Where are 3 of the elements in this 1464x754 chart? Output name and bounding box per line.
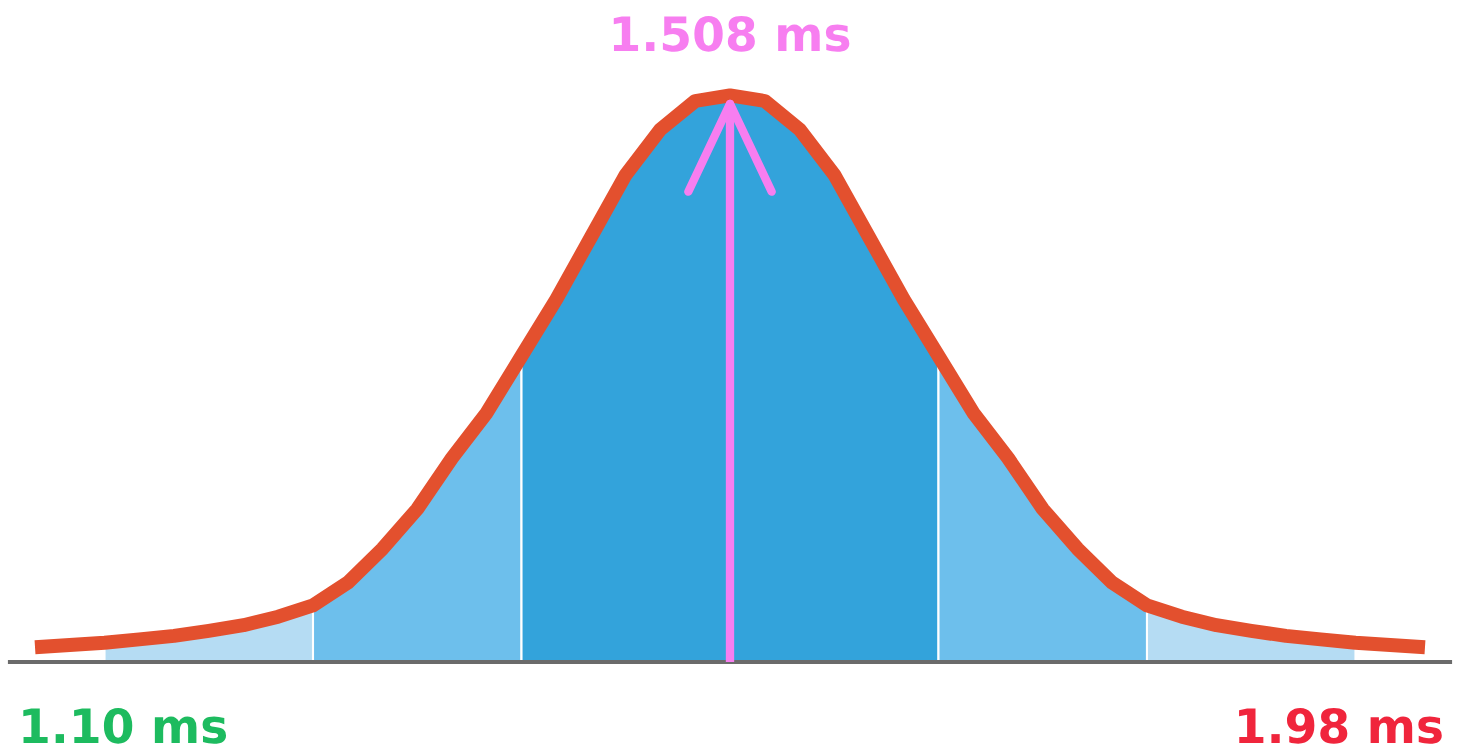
text: 1.508 ms xyxy=(613,15,850,52)
text: 1.98 ms xyxy=(1239,707,1442,744)
text: 1.10 ms xyxy=(23,707,227,744)
